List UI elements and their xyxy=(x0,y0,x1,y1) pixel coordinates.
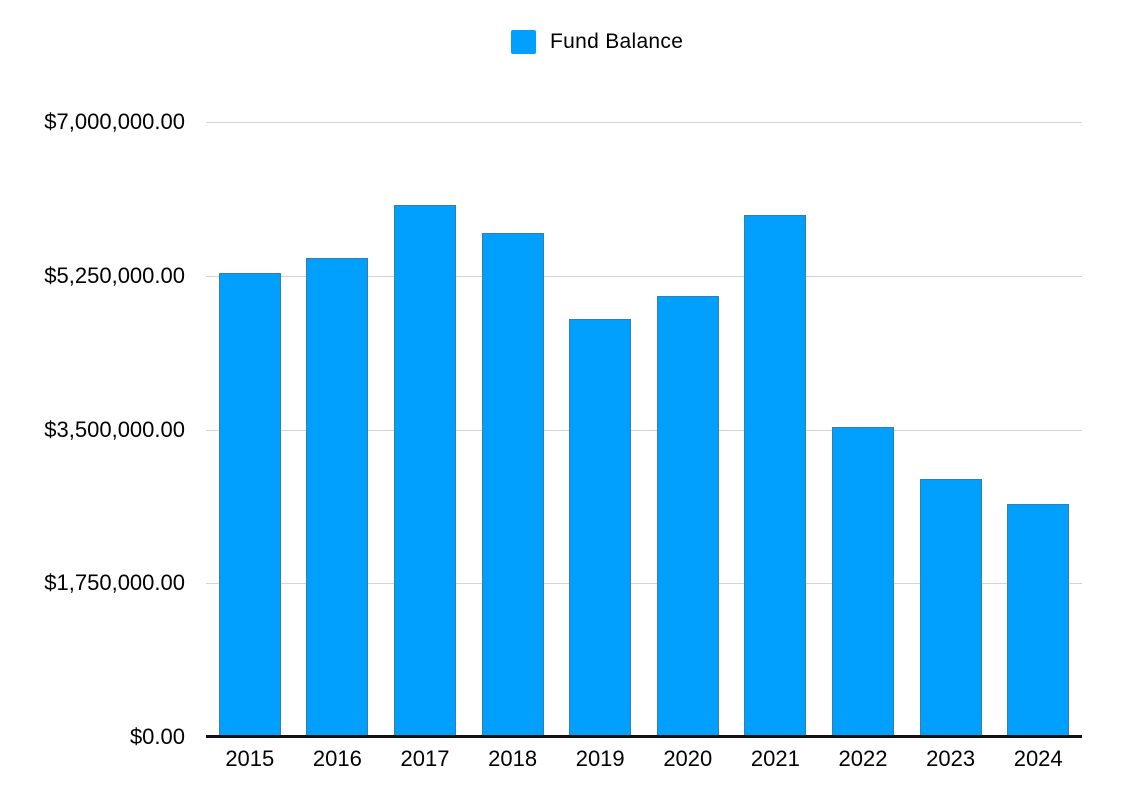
gridline xyxy=(206,122,1082,123)
x-tick-label-2018: 2018 xyxy=(488,746,538,771)
plot-area xyxy=(206,122,1082,738)
chart-legend: Fund Balance xyxy=(511,30,683,54)
x-tick-label-2017: 2017 xyxy=(400,746,450,771)
bar-2022 xyxy=(832,426,894,737)
y-tick-label: $5,250,000.00 xyxy=(44,262,185,288)
bar-2023 xyxy=(919,478,982,737)
bar-2018 xyxy=(481,232,544,737)
y-tick-label: $0.00 xyxy=(129,724,185,749)
y-tick-label: $7,000,000.00 xyxy=(44,109,185,134)
bar-2019 xyxy=(569,318,632,737)
bar-2017 xyxy=(394,204,456,737)
y-tick-label: $3,500,000.00 xyxy=(44,416,185,442)
x-tick-label-2024: 2024 xyxy=(1013,746,1063,771)
y-tick-label: $1,750,000.00 xyxy=(44,570,185,596)
x-tick-label-2015: 2015 xyxy=(225,746,275,771)
x-tick-label-2021: 2021 xyxy=(750,746,800,771)
legend-swatch-icon xyxy=(511,30,536,54)
legend-label: Fund Balance xyxy=(550,30,684,53)
x-tick-label-2022: 2022 xyxy=(838,746,888,771)
bar-2021 xyxy=(744,215,807,737)
x-tick-label-2016: 2016 xyxy=(312,746,362,771)
gridline xyxy=(206,583,1082,585)
bar-2015 xyxy=(218,273,281,737)
bar-2016 xyxy=(306,258,369,737)
bar-2024 xyxy=(1007,504,1070,737)
gridline xyxy=(206,429,1082,431)
x-tick-label-2019: 2019 xyxy=(575,746,625,771)
bar-2020 xyxy=(656,295,719,737)
x-axis-line xyxy=(206,735,1082,738)
x-tick-label-2020: 2020 xyxy=(663,746,713,771)
gridline xyxy=(206,275,1082,277)
x-tick-label-2023: 2023 xyxy=(926,746,976,771)
